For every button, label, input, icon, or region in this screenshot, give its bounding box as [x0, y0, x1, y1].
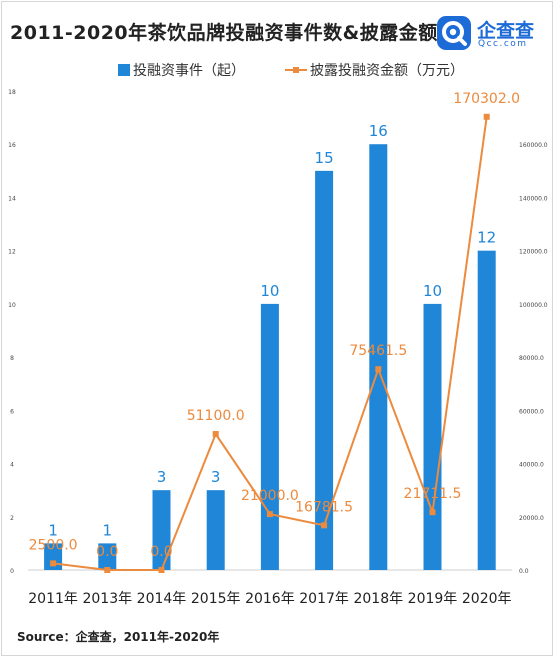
chart-title: 2011-2020年茶饮品牌投融资事件数&披露金额	[10, 22, 438, 44]
legend-bar-swatch	[118, 64, 130, 76]
y-right-tick-label: 140000.0	[519, 195, 548, 202]
bar-value-label: 3	[157, 468, 167, 486]
amount-point	[321, 522, 328, 529]
line-value-label: 170302.0	[453, 91, 520, 107]
bar-value-label: 16	[369, 122, 388, 140]
amount-point	[483, 113, 490, 120]
x-tick-label: 2011年	[28, 591, 78, 607]
amount-point	[429, 509, 436, 516]
line-value-label: 21000.0	[241, 488, 299, 504]
y-left-tick-label: 6	[10, 408, 14, 415]
bar	[152, 490, 171, 570]
bar	[98, 543, 117, 570]
legend-line-swatch	[285, 64, 307, 76]
y-left-tick-label: 18	[8, 89, 16, 96]
y-right-tick-label: 60000.0	[519, 408, 544, 415]
bar	[315, 170, 334, 571]
line-value-label: 0.0	[96, 544, 118, 560]
bar	[369, 144, 388, 570]
bar-value-label: 10	[260, 282, 279, 300]
legend: 投融资事件（起） 披露投融资金额（万元）	[0, 58, 556, 80]
y-left-tick-label: 2	[10, 515, 14, 522]
legend-label-amount: 披露投融资金额（万元）	[310, 63, 464, 79]
y-right-tick-label: 0.0	[519, 568, 529, 575]
x-tick-label: 2015年	[191, 591, 241, 607]
bar-value-label: 3	[211, 468, 221, 486]
line-value-label: 21711.5	[404, 486, 462, 502]
x-tick-label: 2016年	[245, 591, 295, 607]
amount-point	[50, 560, 57, 567]
source-note: Source：企查查，2011年-2020年	[17, 630, 220, 644]
bar	[423, 303, 442, 570]
line-value-label: 16781.5	[295, 499, 353, 515]
y-right-tick-label: 20000.0	[519, 515, 544, 522]
y-left-tick-label: 14	[8, 195, 16, 202]
bar-value-label: 15	[315, 149, 334, 167]
bar-value-label: 12	[477, 229, 496, 247]
amount-point	[104, 567, 111, 573]
line-value-label: 2500.0	[29, 537, 78, 553]
y-right-tick-label: 80000.0	[519, 355, 544, 362]
legend-item-events: 投融资事件（起）	[118, 60, 245, 80]
bar	[477, 250, 496, 570]
amount-point	[375, 366, 382, 373]
line-value-label: 0.0	[150, 544, 172, 560]
y-right-tick-label: 40000.0	[519, 462, 544, 469]
line-value-label: 75461.5	[349, 343, 407, 359]
y-right-tick-label: 120000.0	[519, 249, 548, 256]
bar	[206, 490, 225, 570]
logo-name-en: Qcc.com	[478, 39, 528, 49]
y-left-tick-label: 10	[8, 302, 16, 309]
amount-point	[158, 567, 165, 573]
line-value-label: 51100.0	[187, 408, 245, 424]
y-right-tick-label: 160000.0	[519, 142, 548, 149]
y-left-tick-label: 4	[10, 462, 14, 469]
y-left-tick-label: 0	[10, 568, 14, 575]
x-tick-label: 2019年	[408, 591, 458, 607]
qcc-logo-icon	[437, 16, 471, 50]
y-left-tick-label: 8	[10, 355, 14, 362]
legend-item-amount: 披露投融资金额（万元）	[285, 60, 464, 80]
x-tick-label: 2014年	[137, 591, 187, 607]
x-tick-label: 2020年	[462, 591, 512, 607]
x-tick-label: 2017年	[299, 591, 349, 607]
x-tick-label: 2013年	[82, 591, 132, 607]
bar-value-label: 1	[103, 521, 113, 539]
amount-point	[212, 431, 219, 438]
amount-point	[266, 511, 273, 518]
y-right-tick-label: 100000.0	[519, 302, 548, 309]
logo-name-cn: 企查查	[477, 20, 535, 42]
bar-value-label: 1	[48, 521, 58, 539]
legend-label-events: 投融资事件（起）	[133, 63, 245, 79]
bar-value-label: 10	[423, 282, 442, 300]
y-left-tick-label: 12	[8, 249, 16, 256]
bar	[260, 303, 279, 570]
y-left-tick-label: 16	[8, 142, 16, 149]
x-tick-label: 2018年	[353, 591, 403, 607]
qcc-logo: 企查查 Qcc.com	[437, 16, 553, 52]
